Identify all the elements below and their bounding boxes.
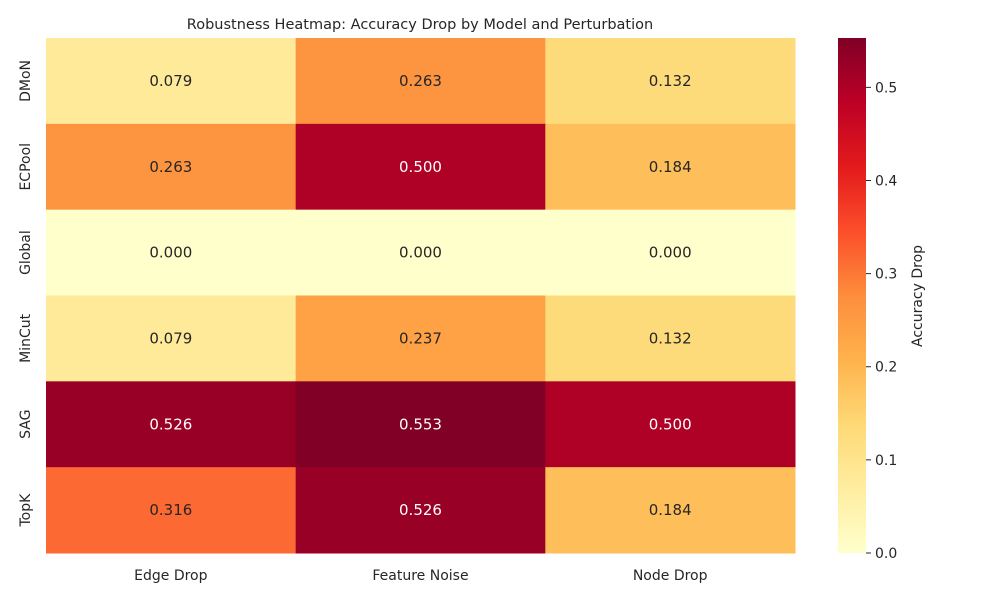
colorbar-tick-label: 0.4 <box>875 173 897 189</box>
cell-value-label: 0.000 <box>149 244 192 262</box>
heatmap-cell <box>295 209 546 296</box>
cell-value-label: 0.132 <box>649 72 692 90</box>
colorbar-tick-label: 0.0 <box>875 546 897 562</box>
y-tick-label: ECPool <box>18 143 34 191</box>
heatmap-cells: 0.079 0.263 0.132 0.263 0.500 0.184 0.000 0.000… <box>46 38 796 554</box>
colorbar-tick-label: 0.2 <box>875 360 897 376</box>
heatmap-cell <box>295 38 546 125</box>
cell-value-label: 0.263 <box>399 72 442 90</box>
heatmap-cell <box>545 295 796 382</box>
heatmap-cell <box>46 209 297 296</box>
heatmap-cell <box>46 467 297 554</box>
heatmap-cell <box>46 381 297 468</box>
colorbar-tick-label: 0.5 <box>875 80 897 96</box>
y-tick-labels: DMoN ECPool Global MinCut SAG TopK <box>18 60 34 528</box>
colorbar-label: Accuracy Drop <box>910 245 926 347</box>
cell-value-label: 0.132 <box>649 329 692 347</box>
cell-value-label: 0.500 <box>649 415 692 433</box>
cell-value-label: 0.553 <box>399 415 442 433</box>
colorbar <box>838 38 866 553</box>
y-tick-label: Global <box>18 230 34 275</box>
heatmap-cell <box>46 38 297 125</box>
cell-value-label: 0.000 <box>399 244 442 262</box>
cell-value-label: 0.500 <box>399 158 442 176</box>
colorbar-tick-label: 0.1 <box>875 453 897 469</box>
y-tick-label: TopK <box>18 493 34 528</box>
cell-value-label: 0.316 <box>149 501 192 519</box>
cell-value-label: 0.526 <box>149 415 192 433</box>
heatmap-cell <box>46 123 297 211</box>
y-tick-label: DMoN <box>18 60 34 102</box>
x-tick-label: Feature Noise <box>372 568 468 584</box>
heatmap-cell <box>295 381 546 468</box>
cell-value-label: 0.237 <box>399 329 442 347</box>
colorbar-ticks: 0.0 0.1 0.2 0.3 0.4 0.5 <box>866 80 897 562</box>
heatmap-cell <box>46 295 297 382</box>
colorbar-tick-label: 0.3 <box>875 267 897 283</box>
cell-value-label: 0.184 <box>649 158 692 176</box>
cell-value-label: 0.526 <box>399 501 442 519</box>
heatmap-cell <box>545 209 796 296</box>
cell-value-label: 0.079 <box>149 72 192 90</box>
cell-value-label: 0.263 <box>149 158 192 176</box>
heatmap-cell <box>295 467 546 554</box>
heatmap-cell <box>545 467 796 554</box>
cell-value-label: 0.079 <box>149 329 192 347</box>
heatmap-cell <box>545 123 796 211</box>
heatmap-cell <box>295 123 546 211</box>
cell-value-label: 0.000 <box>649 244 692 262</box>
y-tick-label: MinCut <box>18 313 34 362</box>
heatmap-cell <box>295 295 546 382</box>
cell-value-label: 0.184 <box>649 501 692 519</box>
x-tick-label: Edge Drop <box>134 568 207 584</box>
chart-title: Robustness Heatmap: Accuracy Drop by Mod… <box>187 17 653 33</box>
heatmap-cell <box>545 381 796 468</box>
heatmap-cell <box>545 38 796 125</box>
x-tick-labels: Edge Drop Feature Noise Node Drop <box>134 568 707 584</box>
y-tick-label: SAG <box>18 410 34 439</box>
x-tick-label: Node Drop <box>633 568 708 584</box>
